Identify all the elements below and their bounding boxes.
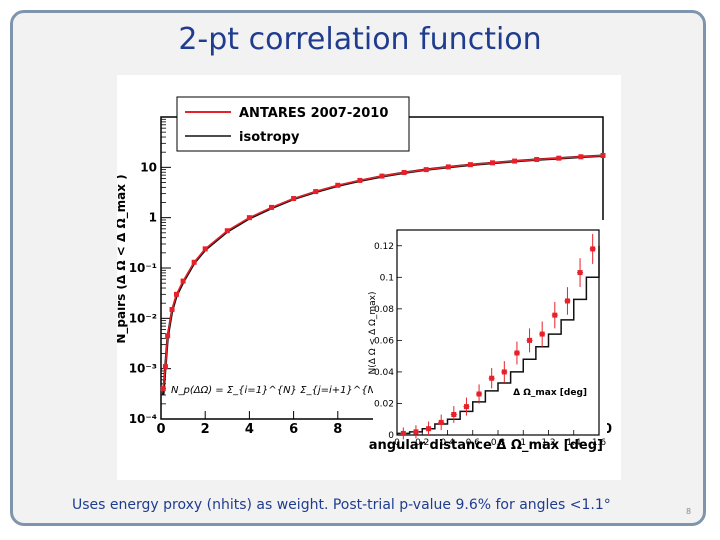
inset-axis-ticks: 0 0.2 0.4 0.6 0.8 1 1.2 1.4 1.6 0 0.02 0.04 0.06 0.08…: [374, 242, 606, 448]
inset-y-tick-label: 0.08: [374, 305, 394, 315]
inset-antares-point: [413, 429, 419, 435]
inset-antares-point: [552, 312, 558, 318]
slide-number: 8: [686, 507, 692, 516]
inset-x-tick-label: 0.2: [415, 438, 429, 448]
main-y-axis-label: N_pairs (Δ Ω < Δ Ω_max ): [117, 174, 129, 343]
antares-point: [467, 162, 473, 168]
inset-y-tick-label: 0.1: [380, 273, 394, 283]
antares-point: [180, 278, 186, 284]
antares-point: [379, 173, 385, 179]
main-y-tick-label: 10⁻⁴: [129, 412, 157, 426]
antares-point: [512, 158, 518, 164]
inset-antares-point: [539, 331, 545, 337]
antares-point: [313, 189, 319, 195]
antares-point: [534, 157, 540, 163]
inset-y-tick-label: 0.06: [374, 336, 394, 346]
inset-antares-point: [438, 419, 444, 425]
inset-x-axis-label: Δ Ω_max [deg]: [513, 388, 587, 398]
main-y-tick-label: 10: [140, 160, 157, 174]
main-series-group: [160, 152, 606, 396]
antares-point: [578, 154, 584, 160]
inset-x-tick-label: 1.6: [592, 438, 607, 448]
antares-point: [162, 364, 168, 370]
main-y-tick-label: 10⁻¹: [129, 261, 157, 275]
main-y-tick-label: 1: [149, 211, 157, 225]
main-x-tick-label: 6: [289, 422, 298, 437]
antares-point: [173, 291, 179, 297]
inset-antares-point: [451, 412, 457, 417]
inset-antares-point: [590, 246, 596, 252]
antares-point: [423, 167, 429, 173]
inset-antares-point: [400, 430, 406, 436]
inset-series-group: [397, 233, 600, 440]
inset-y-axis-label: N(Δ Ω < Δ Ω_max): [368, 292, 378, 375]
inset-antares-point: [527, 337, 533, 343]
antares-point: [490, 160, 495, 166]
inset-x-tick-label: 0: [394, 438, 400, 448]
antares-point: [165, 333, 171, 339]
antares-point: [445, 164, 451, 170]
antares-point: [291, 196, 297, 202]
antares-point: [224, 228, 230, 234]
antares-point: [160, 386, 166, 392]
main-x-axis-label: angular distance Δ Ω_max [deg]: [369, 438, 603, 453]
main-y-tick-label: 10⁻³: [129, 362, 157, 376]
inset-x-tick-label: 1: [520, 438, 526, 448]
antares-point: [202, 246, 208, 252]
inset-antares-point: [501, 369, 507, 375]
footer-note: Uses energy proxy (nhits) as weight. Pos…: [72, 497, 611, 513]
inset-x-tick-label: 1.4: [567, 438, 582, 448]
inset-x-tick-label: 0.6: [466, 438, 481, 448]
slide-title: 2-pt correlation function: [178, 22, 542, 57]
main-x-tick-label: 0: [156, 422, 165, 437]
antares-point: [335, 182, 341, 188]
inset-x-tick-label: 0.4: [440, 438, 455, 448]
legend-isotropy-label: isotropy: [239, 130, 300, 145]
inset-y-tick-label: 0.12: [374, 242, 394, 252]
inset-antares-point: [489, 375, 495, 381]
antares-point: [246, 215, 252, 221]
antares-point: [600, 152, 606, 158]
pair-count-formula: N_p(ΔΩ) = Σ_{i=1}^{N} Σ_{j=i+1}^{N} w_ij…: [171, 385, 491, 396]
main-x-tick-label: 2: [201, 422, 210, 437]
main-x-tick-label: 4: [245, 422, 254, 437]
inset-isotropy-step: [397, 245, 600, 435]
inset-antares-point: [426, 426, 432, 432]
inset-antares-point: [476, 391, 482, 397]
inset-x-tick-label: 0.8: [491, 438, 506, 448]
main-x-tick-label: 8: [333, 422, 342, 437]
inset-antares-point: [564, 298, 570, 304]
inset-x-tick-label: 1.2: [541, 438, 555, 448]
antares-point: [401, 169, 407, 175]
main-y-tick-label: 10⁻²: [129, 311, 157, 325]
inset-antares-point: [514, 350, 520, 356]
legend: ANTARES 2007-2010 isotropy: [176, 96, 410, 152]
inset-antares-point: [463, 404, 469, 410]
inset-y-tick-label: 0: [388, 431, 394, 441]
inset-antares-point: [577, 270, 583, 276]
antares-point: [357, 177, 363, 183]
inset-background: [373, 220, 607, 438]
inset-y-tick-label: 0.04: [374, 368, 394, 378]
antares-point: [269, 204, 274, 210]
antares-point: [191, 259, 197, 265]
legend-box: [176, 96, 410, 152]
antares-point: [556, 155, 562, 161]
inset-y-tick-label: 0.02: [374, 399, 394, 409]
antares-point: [169, 306, 175, 312]
legend-antares-label: ANTARES 2007-2010: [239, 106, 388, 121]
